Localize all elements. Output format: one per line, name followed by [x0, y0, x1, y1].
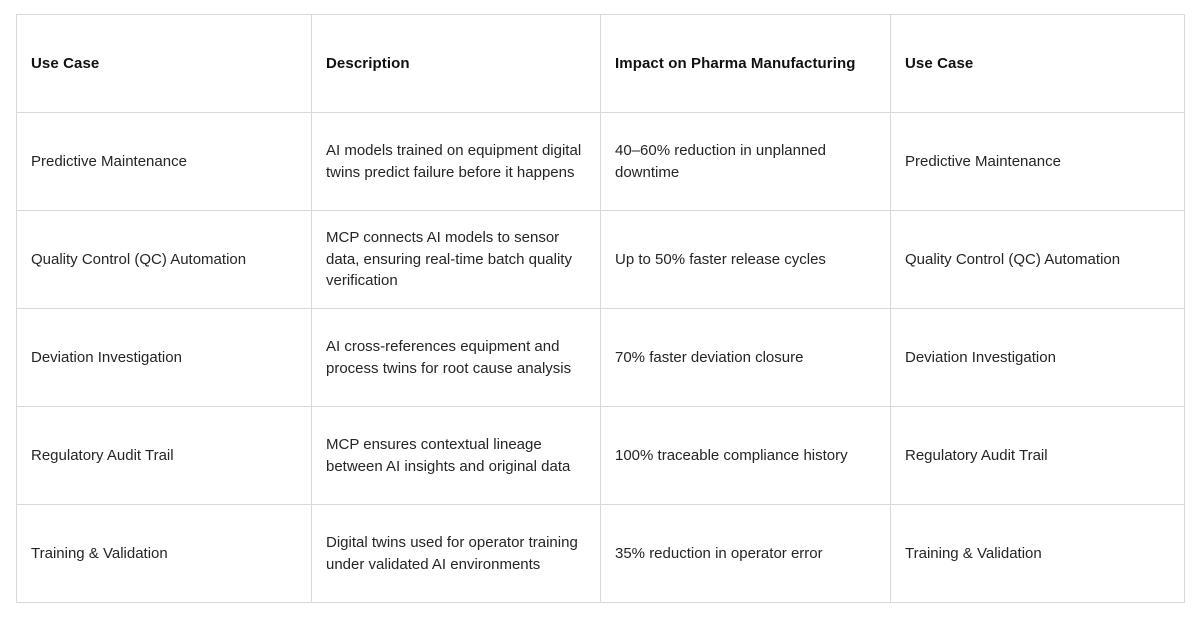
header-row: Use Case Description Impact on Pharma Ma…: [16, 14, 1185, 113]
table-cell: Digital twins used for operator training…: [311, 504, 601, 603]
table-cell: Predictive Maintenance: [890, 112, 1185, 211]
table-cell: Regulatory Audit Trail: [16, 406, 312, 505]
table-cell: Up to 50% faster release cycles: [600, 210, 891, 309]
table-cell: Deviation Investigation: [890, 308, 1185, 407]
table-cell: Regulatory Audit Trail: [890, 406, 1185, 505]
table-cell: Training & Validation: [890, 504, 1185, 603]
table-row: Deviation Investigation AI cross-referen…: [16, 308, 1185, 407]
header-cell-impact: Impact on Pharma Manufacturing: [600, 14, 891, 113]
table-row: Training & Validation Digital twins used…: [16, 504, 1185, 603]
table-cell: 40–60% reduction in unplanned downtime: [600, 112, 891, 211]
header-cell-use-case: Use Case: [16, 14, 312, 113]
table-cell: AI cross-references equipment and proces…: [311, 308, 601, 407]
table-row: Predictive Maintenance AI models trained…: [16, 112, 1185, 211]
table-cell: Quality Control (QC) Automation: [890, 210, 1185, 309]
table-cell: Deviation Investigation: [16, 308, 312, 407]
table-cell: Training & Validation: [16, 504, 312, 603]
table-cell: 35% reduction in operator error: [600, 504, 891, 603]
header-cell-use-case-2: Use Case: [890, 14, 1185, 113]
table-cell: MCP ensures contextual lineage between A…: [311, 406, 601, 505]
table-cell: Predictive Maintenance: [16, 112, 312, 211]
table-cell: Quality Control (QC) Automation: [16, 210, 312, 309]
use-case-table: Use Case Description Impact on Pharma Ma…: [16, 14, 1185, 603]
table-cell: 100% traceable compliance history: [600, 406, 891, 505]
table-cell: 70% faster deviation closure: [600, 308, 891, 407]
header-cell-description: Description: [311, 14, 601, 113]
table-cell: MCP connects AI models to sensor data, e…: [311, 210, 601, 309]
table-row: Quality Control (QC) Automation MCP conn…: [16, 210, 1185, 309]
table-row: Regulatory Audit Trail MCP ensures conte…: [16, 406, 1185, 505]
table-cell: AI models trained on equipment digital t…: [311, 112, 601, 211]
